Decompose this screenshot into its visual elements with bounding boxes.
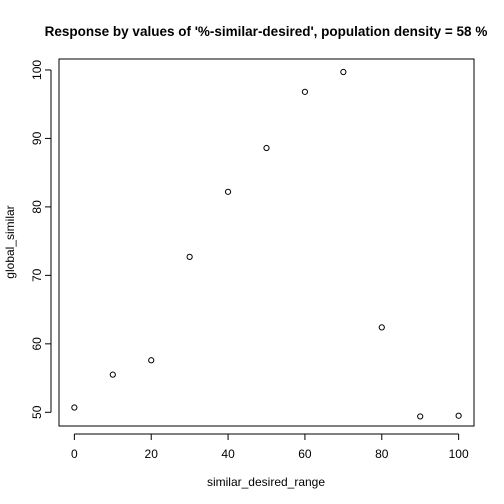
y-axis: 50 60 70 80 90 100	[30, 60, 52, 419]
x-tick-label: 100	[449, 447, 469, 461]
data-point	[301, 88, 309, 95]
y-tick-label: 60	[30, 337, 44, 351]
data-point	[340, 68, 347, 76]
y-tick-label: 90	[30, 131, 44, 145]
x-tick-label: 80	[375, 447, 389, 461]
y-tick-label: 80	[30, 200, 44, 214]
y-tick-label: 100	[30, 60, 44, 80]
data-point	[186, 253, 193, 260]
data-point	[148, 357, 155, 364]
chart-title: Response by values of '%-similar-desired…	[45, 24, 488, 39]
plot-frame	[58, 58, 475, 427]
x-tick-label: 0	[71, 447, 78, 461]
data-point	[71, 404, 78, 411]
x-tick-label: 20	[145, 447, 159, 461]
data-point	[109, 371, 116, 378]
y-axis-label: global_similar	[3, 205, 17, 278]
data-point	[224, 188, 232, 195]
data-point	[455, 412, 462, 419]
data-point	[378, 324, 385, 331]
x-axis-label: similar_desired_range	[207, 475, 325, 489]
x-axis: 0 20 40 60 80 100	[71, 433, 469, 461]
data-point	[417, 413, 424, 420]
x-tick-label: 60	[298, 447, 312, 461]
y-tick-label: 50	[30, 405, 44, 419]
y-tick-label: 70	[30, 268, 44, 282]
data-point	[263, 144, 270, 152]
x-tick-label: 40	[221, 447, 235, 461]
data-points	[71, 68, 462, 420]
